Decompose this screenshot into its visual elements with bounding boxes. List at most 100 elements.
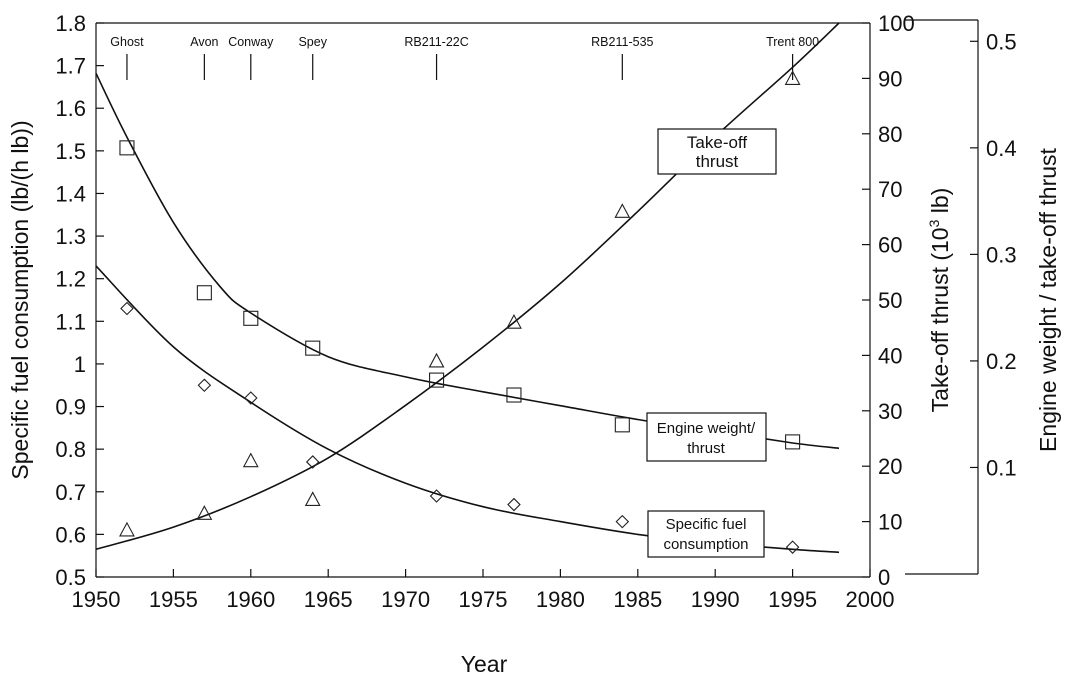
sfc-tick-label: 0.7: [55, 480, 86, 505]
thrust-triangle-marker: [196, 505, 213, 520]
engine-labels: Ghost Avon Conway Spey RB211-22C RB211-535 Tre…: [110, 35, 819, 80]
x-tick-label: 1950: [72, 587, 121, 612]
engine-label: Conway: [228, 35, 274, 49]
sfc-diamond-marker: [120, 301, 134, 316]
sfc-callout-line1: Specific fuel: [666, 516, 747, 533]
x-tick-label: 2000: [846, 587, 895, 612]
engine-label: Ghost: [110, 35, 144, 49]
sfc-axis-ticks: 0.5 0.6 0.7 0.8 0.9 1 1.1 1.2 1.3 1.4 1.5 1.6 1.7 1.8: [55, 11, 104, 590]
x-tick-label: 1960: [226, 587, 275, 612]
x-axis-ticks: 1950 1955 1960 1965 1970 1975 1980 1985 1990 1995…: [72, 569, 895, 612]
sfc-diamond-marker: [615, 514, 630, 529]
sfc-diamond-marker: [785, 540, 800, 554]
thrust-tick-label: 50: [878, 288, 902, 313]
weight-square-marker: [196, 285, 212, 301]
sfc-diamond-marker: [305, 455, 320, 469]
data-markers: [119, 70, 801, 554]
thrust-tick-label: 90: [878, 66, 902, 91]
thrust-fit-curve: [95, 22, 840, 551]
weight-callout: Engine weight/ thrust: [646, 412, 767, 462]
thrust-tick-label: 10: [878, 510, 902, 535]
engine-label: RB211-22C: [404, 35, 468, 49]
plot-frame: [95, 19, 979, 578]
sfc-tick-label: 0.9: [55, 395, 86, 420]
weight-callout-line2: thrust: [687, 440, 725, 457]
thrust-axis-ticks: 0 10 20 30 40 50 60 70 80 90 100: [862, 11, 915, 590]
thrust-tick-label: 0: [878, 565, 890, 590]
thrust-callout: Take-off thrust: [657, 128, 777, 175]
sfc-diamond-marker: [197, 378, 212, 393]
x-tick-label: 1980: [536, 587, 585, 612]
sfc-tick-label: 1.7: [55, 54, 86, 79]
weight-square-marker: [243, 310, 259, 326]
sfc-tick-label: 1.4: [55, 181, 86, 206]
sfc-callout-line2: consumption: [663, 536, 748, 553]
x-tick-label: 1965: [304, 587, 353, 612]
weight-square-marker: [119, 140, 135, 156]
weight-tick-label: 0.1: [986, 455, 1017, 480]
thrust-triangle-marker: [242, 452, 259, 468]
thrust-tick-label: 30: [878, 399, 902, 424]
sfc-tick-label: 0.5: [55, 565, 86, 590]
sfc-tick-label: 1.1: [55, 309, 86, 334]
x-tick-label: 1990: [691, 587, 740, 612]
sfc-diamond-marker: [429, 489, 444, 503]
sfc-tick-label: 1.3: [55, 224, 86, 249]
sfc-diamond-marker: [507, 497, 521, 512]
thrust-callout-line2: thrust: [696, 152, 739, 171]
sfc-tick-label: 1.6: [55, 96, 86, 121]
thrust-callout-box: [657, 128, 777, 175]
thrust-triangle-marker: [304, 491, 321, 506]
weight-callout-box: [646, 412, 767, 462]
sfc-tick-label: 0.6: [55, 522, 86, 547]
thrust-axis-title-end: lb): [927, 188, 953, 220]
thrust-triangle-marker: [784, 70, 801, 85]
sfc-callout: Specific fuel consumption: [647, 510, 765, 558]
thrust-triangle-marker: [119, 521, 135, 537]
weight-tick-label: 0.4: [986, 136, 1017, 161]
thrust-tick-label: 20: [878, 454, 902, 479]
engine-label: Trent 800: [766, 35, 819, 49]
thrust-tick-label: 60: [878, 233, 902, 258]
engine-label: Spey: [298, 35, 327, 49]
thrust-triangle-marker: [614, 203, 631, 218]
sfc-diamond-marker: [244, 391, 258, 405]
thrust-callout-line1: Take-off: [687, 133, 747, 152]
x-axis-title: Year: [461, 651, 508, 677]
thrust-axis-title-main: Take-off thrust (10: [927, 227, 953, 412]
thrust-axis-title: Take-off thrust (103 lb): [926, 188, 953, 413]
weight-square-marker: [614, 417, 630, 433]
sfc-axis-title: Specific fuel consumption (lb/(h lb)): [7, 120, 33, 479]
weight-square-marker: [506, 387, 522, 403]
weight-tick-label: 0.2: [986, 349, 1017, 374]
thrust-axis-title-sup: 3: [926, 219, 942, 227]
sfc-tick-label: 1.2: [55, 267, 86, 292]
sfc-tick-label: 1: [74, 352, 86, 377]
thrust-tick-label: 80: [878, 122, 902, 147]
weight-square-marker: [785, 434, 801, 450]
x-tick-label: 1985: [613, 587, 662, 612]
x-tick-label: 1975: [459, 587, 508, 612]
sfc-tick-label: 1.8: [55, 11, 86, 36]
weight-tick-label: 0.3: [986, 242, 1017, 267]
weight-tick-label: 0.5: [986, 29, 1017, 54]
thrust-triangle-marker: [428, 352, 445, 368]
weight-callout-line1: Engine weight/: [657, 420, 756, 437]
sfc-fit-curve: [95, 265, 840, 554]
thrust-triangle-marker: [506, 313, 522, 329]
x-tick-label: 1995: [768, 587, 817, 612]
weight-axis-title: Engine weight / take-off thrust: [1035, 147, 1061, 451]
fit-curves: [95, 22, 840, 554]
thrust-tick-label: 70: [878, 177, 902, 202]
weight-square-marker: [305, 340, 321, 356]
sfc-tick-label: 1.5: [55, 139, 86, 164]
x-tick-label: 1955: [149, 587, 198, 612]
engine-label: Avon: [190, 35, 218, 49]
sfc-callout-box: [647, 510, 765, 558]
sfc-tick-label: 0.8: [55, 437, 86, 462]
thrust-tick-label: 40: [878, 343, 902, 368]
engine-label: RB211-535: [591, 35, 653, 49]
weight-axis-ticks: 0.1 0.2 0.3 0.4 0.5: [970, 29, 1017, 480]
weight-square-marker: [429, 372, 445, 388]
